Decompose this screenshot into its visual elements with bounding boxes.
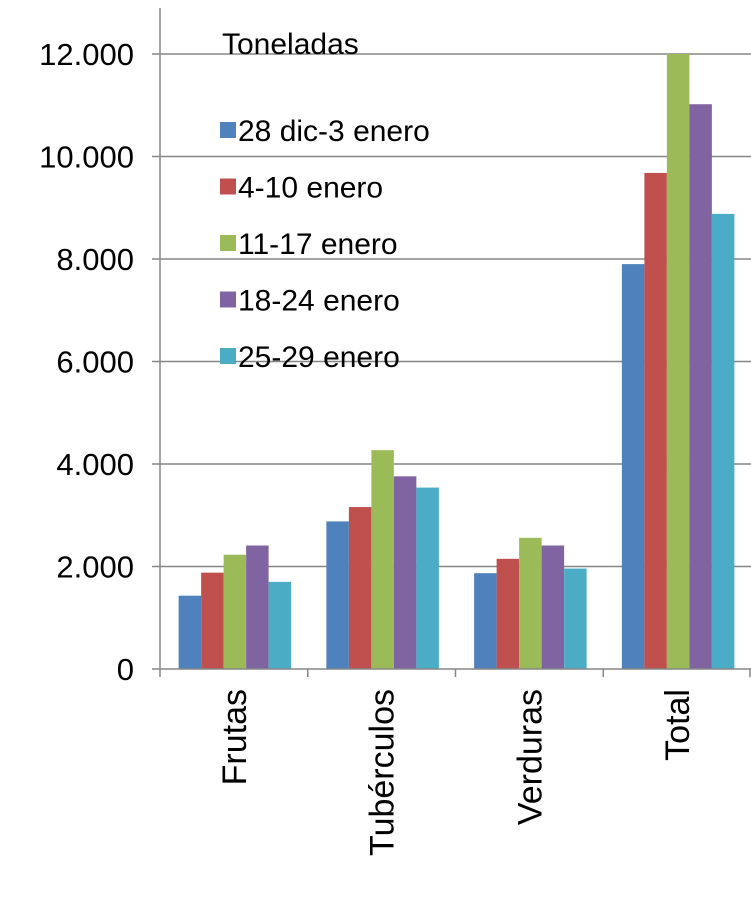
y-tick-label: 12.000 (39, 37, 134, 72)
y-tick-label: 8.000 (56, 242, 134, 277)
y-axis-ticks: 0 2.000 4.000 6.000 8.000 10.000 12.000 (39, 37, 160, 687)
bar (541, 545, 565, 669)
y-tick-label: 4.000 (56, 447, 134, 482)
legend: 28 dic-3 enero 4-10 enero 11-17 enero 18-24… (220, 115, 430, 374)
bar (689, 104, 712, 670)
x-axis-ticks: Frutas Tubérculos Verduras Total (216, 669, 751, 856)
legend-label: 28 dic-3 enero (238, 115, 430, 148)
bar (711, 213, 735, 669)
x-tick-label: Total (659, 689, 697, 761)
bar (246, 545, 269, 669)
bar (519, 537, 542, 669)
legend-label: 4-10 enero (238, 172, 383, 205)
legend-swatch (220, 235, 236, 251)
bar (644, 172, 667, 669)
legend-item: 4-10 enero (220, 172, 383, 205)
y-tick-label: 0 (117, 652, 134, 687)
legend-item: 11-17 enero (220, 228, 398, 261)
bar (474, 573, 497, 669)
legend-item: 18-24 enero (220, 285, 400, 318)
bar (564, 568, 587, 669)
bar (496, 558, 520, 669)
bar (666, 54, 690, 669)
bar (371, 450, 394, 669)
legend-swatch (220, 178, 236, 195)
bar (416, 487, 439, 669)
unit-label: Toneladas (222, 28, 359, 61)
legend-item: 28 dic-3 enero (220, 115, 430, 148)
bar (268, 581, 292, 669)
y-tick-label: 2.000 (56, 550, 134, 585)
legend-label: 18-24 enero (238, 285, 400, 318)
y-tick-label: 6.000 (56, 345, 134, 380)
x-tick-label: Verduras (511, 689, 549, 825)
legend-item: 25-29 enero (220, 341, 400, 374)
legend-swatch (220, 348, 236, 364)
x-tick-label: Frutas (216, 689, 254, 785)
legend-label: 25-29 enero (238, 341, 400, 374)
bar (223, 554, 247, 669)
bars (178, 54, 735, 670)
legend-swatch (220, 291, 236, 308)
y-tick-label: 10.000 (39, 140, 134, 175)
legend-label: 11-17 enero (238, 228, 398, 261)
x-tick-label: Tubérculos (364, 689, 402, 856)
legend-swatch (220, 122, 236, 138)
bar (178, 595, 202, 669)
bar (201, 572, 224, 669)
bar (326, 521, 349, 669)
bar (621, 264, 645, 669)
bar (348, 507, 372, 669)
bar (393, 476, 417, 669)
